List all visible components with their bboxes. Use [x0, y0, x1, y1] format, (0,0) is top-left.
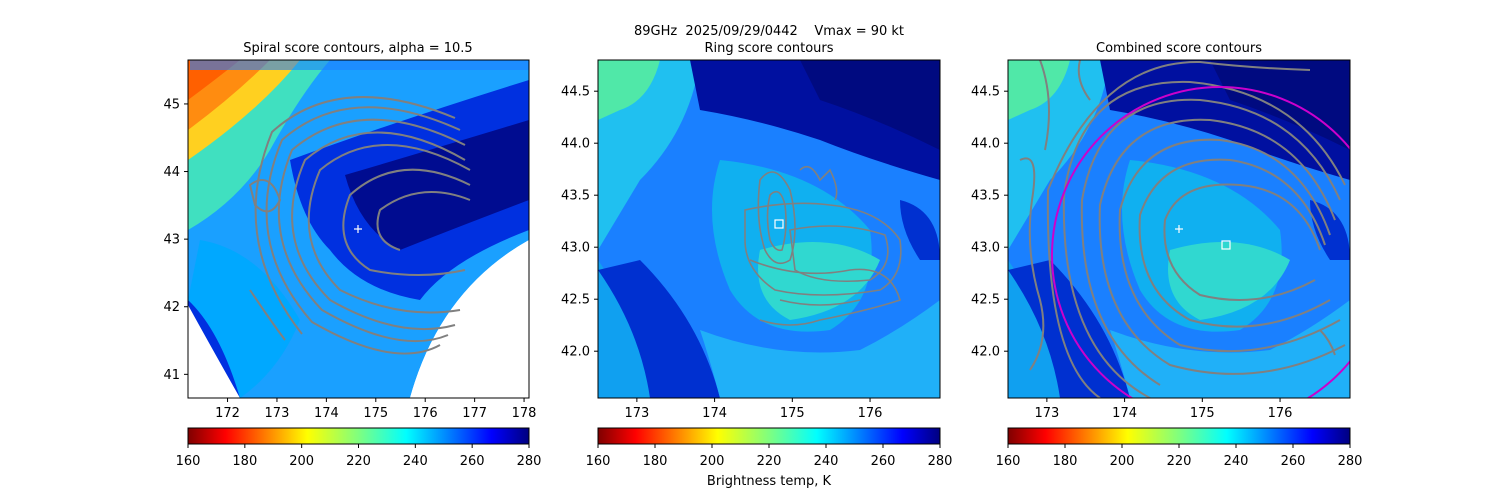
y-tick-label: 44.0 — [561, 137, 590, 152]
colorbar-tick-label: 240 — [814, 454, 839, 469]
x-tick-label: 173 — [1034, 406, 1059, 421]
colorbar-tick-label: 180 — [232, 454, 257, 469]
axis-ticks: 172 173 174 175 176 177 178 41 42 43 44 45 173 174 175… — [163, 85, 1292, 421]
x-tick-label: 173 — [624, 406, 649, 421]
colorbar-tick-label: 260 — [871, 454, 896, 469]
colorbar-tick-label: 180 — [643, 454, 668, 469]
combined-search-circle — [1051, 86, 1350, 398]
combined-heatmap — [1008, 60, 1350, 398]
colorbar-tick-label: 240 — [403, 454, 428, 469]
y-tick-label: 44.5 — [971, 85, 1000, 100]
y-tick-label: 43.0 — [561, 241, 590, 256]
colorbar-ticks: 160 180 200 220 240 260 280 160 180 200 220 240 260 2… — [176, 444, 1363, 469]
colorbar-tick-label: 240 — [1224, 454, 1249, 469]
y-tick-label: 44.5 — [561, 85, 590, 100]
colorbar-tick-label: 160 — [586, 454, 611, 469]
colorbar-3 — [1007, 427, 1351, 445]
y-tick-label: 43.0 — [971, 241, 1000, 256]
ring-center-marker — [774, 219, 784, 229]
colorbar-tick-label: 160 — [176, 454, 201, 469]
combined-spiral-marker — [1175, 225, 1183, 233]
colorbar-tick-label: 180 — [1053, 454, 1078, 469]
x-tick-label: 176 — [1268, 406, 1293, 421]
colorbar-2 — [597, 427, 941, 445]
panel-combined — [1007, 59, 1351, 399]
colorbar-tick-label: 200 — [700, 454, 725, 469]
x-tick-label: 174 — [702, 406, 727, 421]
y-tick-label: 42.0 — [561, 345, 590, 360]
y-tick-label: 45 — [163, 97, 180, 112]
panel-1-title: Spiral score contours, alpha = 10.5 — [243, 41, 472, 56]
panel-ring — [597, 59, 941, 399]
ring-heatmap — [598, 60, 940, 398]
x-tick-label: 175 — [780, 406, 805, 421]
colorbar-1 — [187, 427, 530, 445]
colorbar-tick-label: 200 — [1110, 454, 1135, 469]
x-tick-label: 175 — [363, 406, 388, 421]
colorbar-tick-label: 220 — [1167, 454, 1192, 469]
x-tick-label: 173 — [265, 406, 290, 421]
x-tick-label: 172 — [215, 406, 240, 421]
panel-spiral — [187, 59, 530, 399]
y-tick-label: 42.5 — [561, 293, 590, 308]
y-tick-label: 43.5 — [971, 189, 1000, 204]
y-tick-label: 44.0 — [971, 137, 1000, 152]
colorbar-tick-label: 280 — [517, 454, 542, 469]
colorbar-tick-label: 280 — [1338, 454, 1363, 469]
colorbar-tick-label: 260 — [460, 454, 485, 469]
x-tick-label: 178 — [512, 406, 537, 421]
y-tick-label: 43 — [163, 233, 180, 248]
y-tick-label: 42 — [163, 300, 180, 315]
y-tick-label: 42.5 — [971, 293, 1000, 308]
colorbar-tick-label: 220 — [346, 454, 371, 469]
x-tick-label: 174 — [1112, 406, 1137, 421]
y-tick-label: 43.5 — [561, 189, 590, 204]
colorbar-label: Brightness temp, K — [707, 474, 832, 489]
x-tick-label: 175 — [1190, 406, 1215, 421]
colorbar-tick-label: 280 — [928, 454, 953, 469]
y-tick-label: 41 — [163, 368, 180, 383]
spiral-heatmap — [188, 60, 529, 398]
x-tick-label: 176 — [413, 406, 438, 421]
colorbar-tick-label: 200 — [289, 454, 314, 469]
combined-ring-marker — [1221, 240, 1231, 250]
colorbar-tick-label: 220 — [757, 454, 782, 469]
x-tick-label: 174 — [314, 406, 339, 421]
colorbar-tick-label: 160 — [996, 454, 1021, 469]
y-tick-label: 44 — [163, 165, 180, 180]
figure-suptitle: 89GHz 2025/09/29/0442 Vmax = 90 kt — [634, 24, 904, 39]
panel-3-title: Combined score contours — [1096, 41, 1262, 56]
panel-2-title: Ring score contours — [704, 41, 833, 56]
x-tick-label: 177 — [462, 406, 487, 421]
x-tick-label: 176 — [858, 406, 883, 421]
colorbar-tick-label: 260 — [1281, 454, 1306, 469]
y-tick-label: 42.0 — [971, 345, 1000, 360]
spiral-center-marker — [354, 225, 362, 233]
